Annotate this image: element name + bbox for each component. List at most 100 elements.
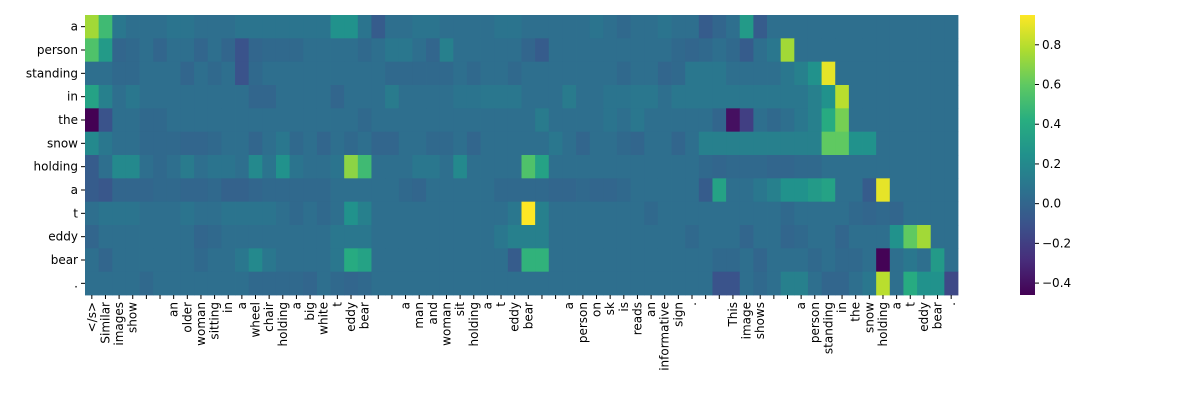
heatmap-cell [739,131,754,156]
heatmap-cell [180,108,195,133]
heatmap-cell [889,131,904,156]
heatmap-cell [385,178,400,203]
heatmap-cell [944,201,959,226]
heatmap-cell [439,38,454,63]
heatmap-cell [930,155,945,179]
heatmap-cell [780,178,795,203]
x-tick-label: images [112,302,126,346]
heatmap-cell [521,85,536,109]
heatmap-cell [698,108,713,133]
heatmap-cell [426,155,441,179]
heatmap-cell [616,38,632,63]
heatmap-cell [398,155,413,179]
heatmap-cell [726,155,741,179]
heatmap-cell [344,15,359,39]
heatmap-cell [344,201,359,226]
heatmap-cell [698,271,713,296]
heatmap-cell [507,15,522,39]
heatmap-cell [85,225,100,249]
heatmap-cell [412,131,427,156]
heatmap-cell [821,225,836,249]
heatmap-cell [794,225,809,249]
heatmap-cell [289,155,304,179]
heatmap-cell [521,271,536,296]
x-tick-label: reads [630,302,644,335]
heatmap-cell [275,131,291,156]
heatmap-cell [644,225,659,249]
heatmap-cell [412,248,427,273]
heatmap-cell [576,131,591,156]
heatmap-cell [426,85,441,109]
x-tick-label: and [426,302,440,325]
heatmap-cell [821,38,836,63]
heatmap-cell [876,61,891,86]
heatmap-cell [412,108,427,133]
heatmap-cell [835,248,850,273]
heatmap-cell [739,15,754,39]
heatmap-cell [548,225,563,249]
heatmap-cell [330,131,345,156]
heatmap-cell [98,248,113,273]
heatmap-cell [616,155,632,179]
heatmap-cell [112,225,127,249]
x-tick-label: wheel [249,302,263,338]
heatmap-cell [494,178,509,203]
y-tick-label: person [37,43,78,57]
heatmap-cell [739,108,754,133]
heatmap-cell [835,155,850,179]
heatmap-cell [466,85,481,109]
heatmap-cell [535,131,550,156]
heatmap-cell [930,271,945,296]
heatmap-cell [385,85,400,109]
heatmap-cell [889,15,904,39]
heatmap-cell [862,131,877,156]
heatmap-cell [712,271,727,296]
heatmap-cell [671,178,686,203]
heatmap-cell [630,155,645,179]
heatmap-cell [439,248,454,273]
heatmap-cell [316,155,331,179]
heatmap-cell [316,108,331,133]
x-tick-label: older [180,302,194,333]
heatmap-cell [466,271,481,296]
x-tick-label: in [835,302,849,313]
heatmap-cell [125,201,140,226]
heatmap-cell [221,38,236,63]
heatmap-cell [876,178,891,203]
heatmap-cell [412,61,427,86]
heatmap-cell [589,248,604,273]
heatmap-cell [153,108,168,133]
heatmap-cell [535,155,550,179]
heatmap-cell [316,248,331,273]
heatmap-cell [112,201,127,226]
heatmap-cell [180,155,195,179]
heatmap-cell [712,61,727,86]
heatmap-cell [671,38,686,63]
heatmap-cell [248,61,263,86]
heatmap-cell [194,108,209,133]
heatmap-cell [753,155,768,179]
heatmap-cell [316,15,331,39]
heatmap-cell [439,225,454,249]
heatmap-cell [657,178,672,203]
heatmap-cell [85,61,100,86]
heatmap-cell [275,15,291,39]
heatmap-cell [398,61,413,86]
heatmap-cell [767,225,782,249]
heatmap-cell [112,85,127,109]
heatmap-cell [753,38,768,63]
heatmap-cell [385,155,400,179]
heatmap-cell [616,248,632,273]
heatmap-cell [739,271,754,296]
heatmap-cell [903,201,918,226]
heatmap-cell [821,178,836,203]
heatmap-cell [330,248,345,273]
heatmap-cell [85,85,100,109]
heatmap-cell [835,201,850,226]
heatmap-cell [589,201,604,226]
heatmap-cell [930,61,945,86]
heatmap-cell [507,178,522,203]
heatmap-cell [630,201,645,226]
heatmap-cell [371,201,386,226]
heatmap-cell [494,108,509,133]
